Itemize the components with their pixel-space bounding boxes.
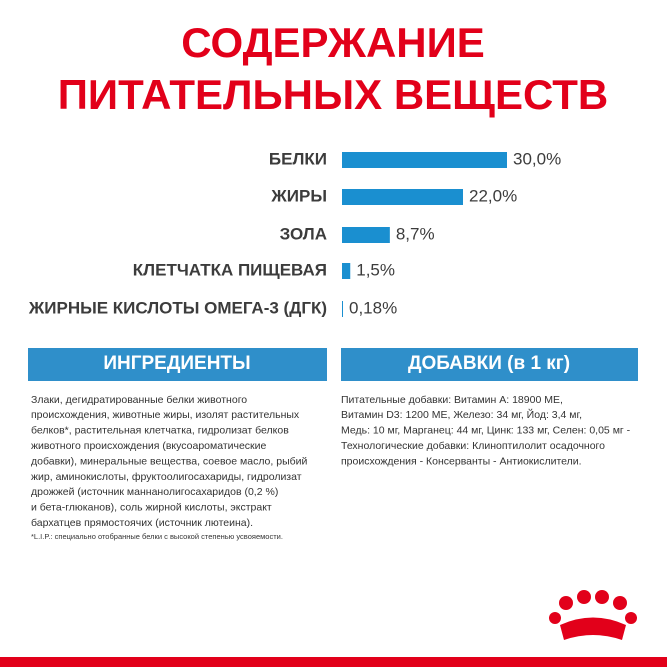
bar — [342, 227, 390, 243]
header-box — [28, 348, 327, 381]
ingredients-line: бархатцев прямостоячих (источник лютеина… — [31, 517, 253, 529]
bar — [342, 263, 351, 279]
additives-line: происхождения - Консерванты - Антиокисли… — [341, 455, 582, 467]
ingredients-line: дрожжей (источник маннанолигосахаридов (… — [31, 486, 278, 498]
additives-line: Витамин D3: 1200 МЕ, Железо: 34 мг, Йод:… — [341, 408, 582, 421]
value-label: 8,7% — [396, 224, 435, 243]
additives-line: Технологические добавки: Клиноптилолит о… — [341, 440, 605, 452]
chart-title: ПИТАТЕЛЬНЫХ ВЕЩЕСТВ — [58, 71, 609, 118]
value-label: 22,0% — [469, 186, 517, 205]
ingredients-line: жир, аминокислоты, фруктоолигосахариды, … — [31, 471, 302, 483]
header-box — [341, 348, 638, 381]
category-label: ЗОЛА — [280, 224, 327, 243]
ingredients-line: Злаки, дегидратированные белки животного — [31, 394, 247, 406]
category-label: ЖИРЫ — [270, 186, 327, 205]
bar — [342, 189, 463, 205]
value-label: 0,18% — [349, 298, 397, 317]
logo — [549, 590, 637, 640]
section-heading: ИНГРЕДИЕНТЫ — [103, 353, 250, 374]
ingredients-line: происхождения, животные жиры, изолят рас… — [31, 409, 300, 421]
ingredients-line: и бета-глюканов), соль жирной кислоты, э… — [31, 502, 272, 514]
bar — [342, 301, 343, 317]
ingredients-line: добавки), минеральные вещества, соевое м… — [31, 455, 307, 467]
chart-title: СОДЕРЖАНИЕ — [181, 19, 485, 66]
section-heading: ДОБАВКИ (в 1 кг) — [408, 353, 570, 374]
category-label: ЖИРНЫЕ КИСЛОТЫ ОМЕГА-3 (ДГК) — [28, 298, 327, 317]
value-label: 1,5% — [356, 260, 395, 279]
value-label: 30,0% — [513, 149, 561, 168]
category-label: КЛЕТЧАТКА ПИЩЕВАЯ — [133, 260, 327, 279]
additives-line: Медь: 10 мг, Марганец: 44 мг, Цинк: 133 … — [341, 425, 631, 437]
ingredients-line: животного происхождения (вкусоароматичес… — [31, 440, 267, 452]
bottom-strip — [0, 657, 667, 667]
bar — [342, 152, 507, 168]
additives-line: Питательные добавки: Витамин А: 18900 МЕ… — [341, 394, 563, 406]
category-label: БЕЛКИ — [269, 149, 327, 168]
footnote: *L.I.P.: специально отобранные белки с в… — [31, 532, 283, 541]
ingredients-line: белков*, растительная клетчатка, гидроли… — [31, 425, 289, 437]
